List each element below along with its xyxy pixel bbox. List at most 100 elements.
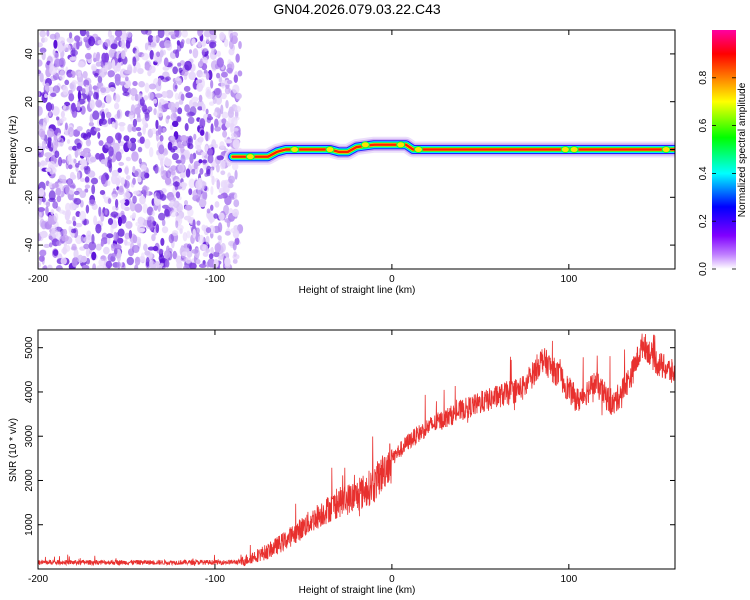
- noise-blob: [129, 137, 137, 144]
- snr-xlabel: Height of straight line (km): [299, 585, 416, 596]
- noise-blob: [160, 237, 165, 246]
- noise-blob: [168, 196, 176, 202]
- noise-blob: [220, 71, 228, 78]
- noise-blob: [205, 227, 212, 234]
- noise-blob: [202, 159, 208, 164]
- noise-blob: [66, 138, 71, 144]
- noise-blob: [57, 36, 66, 45]
- noise-blob: [101, 232, 108, 240]
- noise-blob: [235, 92, 242, 100]
- noise-blob: [193, 163, 198, 170]
- snr-xtick-label: -200: [28, 574, 48, 585]
- colorbar-tick-label: 0.4: [698, 166, 709, 180]
- snr-series-line: [38, 333, 675, 567]
- spectral-ridge: [224, 136, 675, 165]
- noise-blob: [187, 142, 191, 149]
- noise-blob: [85, 129, 92, 139]
- noise-blob: [92, 110, 100, 121]
- noise-blob: [97, 131, 101, 139]
- noise-blob: [230, 122, 235, 128]
- noise-blob: [185, 168, 191, 178]
- noise-blob: [132, 118, 138, 127]
- noise-blob: [118, 185, 124, 193]
- noise-blob: [109, 87, 116, 92]
- noise-blob: [180, 93, 185, 102]
- noise-blob: [144, 250, 151, 256]
- noise-blob: [91, 184, 96, 195]
- noise-blob: [148, 83, 157, 90]
- noise-blob: [179, 172, 186, 179]
- noise-blob: [127, 140, 132, 149]
- noise-blob: [101, 111, 106, 122]
- noise-blob: [55, 187, 62, 196]
- noise-blob: [49, 33, 57, 40]
- noise-blob: [112, 142, 120, 152]
- noise-blob: [172, 66, 178, 75]
- noise-blob: [57, 156, 63, 167]
- noise-blob: [125, 221, 133, 229]
- ridge-knot: [413, 146, 423, 153]
- noise-blob: [88, 199, 96, 206]
- noise-blob: [107, 198, 112, 204]
- noise-blob: [70, 102, 76, 112]
- noise-blob: [196, 82, 204, 92]
- noise-blob: [41, 140, 47, 150]
- noise-blob: [162, 66, 170, 71]
- noise-blob: [53, 52, 60, 59]
- noise-blob: [97, 75, 103, 84]
- noise-blob: [67, 178, 72, 187]
- noise-blob: [52, 201, 58, 209]
- noise-blob: [199, 118, 206, 129]
- noise-blob: [95, 243, 102, 251]
- noise-blob: [192, 101, 198, 108]
- noise-blob: [209, 30, 217, 36]
- noise-blob: [80, 236, 85, 244]
- noise-blob: [53, 212, 59, 222]
- noise-blob: [206, 208, 211, 214]
- snr-ytick-label: 5000: [24, 336, 35, 359]
- noise-blob: [134, 106, 141, 115]
- noise-blob: [75, 162, 80, 168]
- noise-blob: [86, 30, 90, 37]
- noise-blob: [195, 179, 203, 190]
- noise-blob: [120, 177, 126, 186]
- noise-blob: [219, 31, 225, 40]
- noise-blob: [132, 81, 138, 87]
- noise-blob: [71, 257, 78, 268]
- noise-blob: [62, 228, 68, 237]
- noise-blob: [43, 264, 48, 269]
- noise-blob: [224, 257, 231, 267]
- noise-blob: [155, 131, 160, 142]
- spectrogram-ylabel: Frequency (Hz): [8, 116, 19, 185]
- noise-blob: [214, 118, 219, 128]
- noise-blob: [192, 219, 196, 229]
- noise-blob: [38, 261, 42, 268]
- noise-blob: [228, 48, 235, 56]
- noise-blob: [216, 72, 221, 79]
- ridge-knot: [325, 146, 335, 153]
- noise-blob: [111, 59, 116, 70]
- noise-blob: [135, 221, 140, 227]
- noise-blob: [171, 152, 179, 161]
- noise-blob: [73, 190, 80, 196]
- noise-blob: [93, 215, 98, 226]
- noise-blob: [162, 127, 166, 133]
- noise-blob: [196, 144, 202, 152]
- noise-blob: [76, 125, 83, 132]
- noise-blob: [59, 69, 66, 81]
- noise-blob: [77, 60, 85, 68]
- noise-blob: [137, 176, 142, 183]
- noise-blob: [137, 131, 142, 137]
- noise-blob: [110, 211, 119, 218]
- noise-blob: [211, 175, 215, 186]
- noise-blob: [76, 101, 81, 112]
- noise-blob: [45, 201, 51, 208]
- noise-blob: [147, 44, 152, 52]
- noise-blob: [94, 72, 99, 78]
- noise-blob: [73, 197, 82, 205]
- noise-blob: [115, 151, 122, 162]
- noise-blob: [88, 90, 94, 96]
- noise-blob: [99, 189, 106, 196]
- noise-blob: [210, 123, 214, 134]
